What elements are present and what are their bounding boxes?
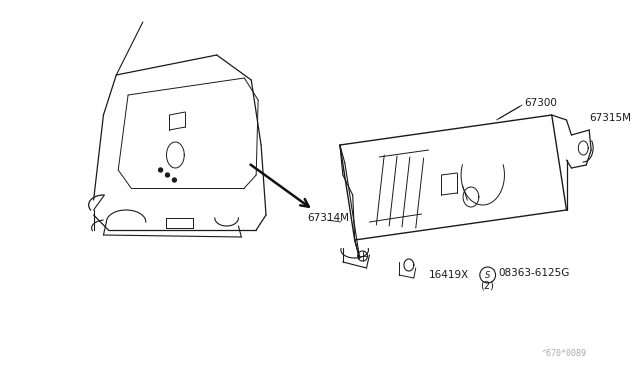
Circle shape [172, 178, 177, 182]
Text: 67314M: 67314M [307, 213, 349, 223]
Text: S: S [485, 270, 490, 279]
Circle shape [159, 168, 163, 172]
Text: 16419X: 16419X [429, 270, 469, 280]
Text: ^670*0089: ^670*0089 [541, 349, 586, 358]
Text: 67315M: 67315M [589, 113, 631, 123]
Text: 67300: 67300 [524, 98, 557, 108]
Text: 08363-6125G: 08363-6125G [499, 268, 570, 278]
Circle shape [166, 173, 170, 177]
Text: (2): (2) [480, 280, 493, 290]
